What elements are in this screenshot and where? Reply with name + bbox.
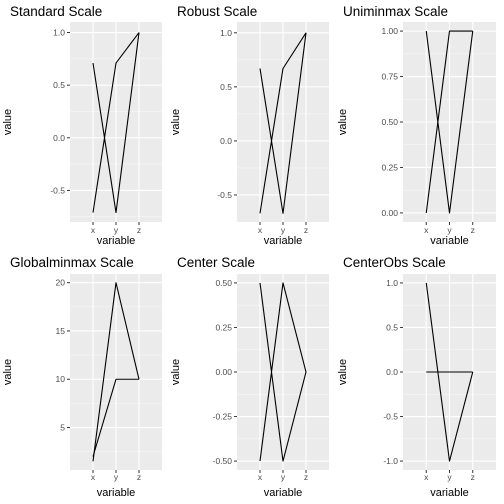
panel-3-y-tick-label: 0.75 (381, 72, 398, 82)
panel-5-title: Center Scale (177, 255, 255, 270)
panel-5-x-axis-label: variable (264, 487, 303, 499)
panel-1-y-tick-label: -0.5 (50, 185, 65, 195)
panel-6-y-tick-label: 0.5 (386, 322, 398, 332)
panel-4-y-tick-label: 15 (56, 326, 66, 336)
panel-3-y-tick-label: 0.00 (381, 208, 398, 218)
panel-1-x-axis-label: variable (97, 235, 136, 247)
panel-6-y-tick-label: 0.0 (386, 367, 398, 377)
panel-4-x-tick-label: y (114, 472, 119, 482)
panel-4-series-line-2 (92, 378, 139, 457)
panel-4-x-tick-label: x (91, 472, 96, 482)
panel-4-y-axis-label: value (2, 359, 14, 385)
panel-5-y-tick-label: 0.25 (215, 322, 232, 332)
panel-5-y-tick-label: 0.50 (215, 278, 232, 288)
panel-1-x-tick-label: x (91, 225, 96, 235)
panel-1: -0.5 0.0 0.5 1.0 x y z Standard Scale variable va… (2, 4, 162, 247)
panel-6-x-axis-label: variable (430, 487, 469, 499)
panel-2-series-line-2 (259, 32, 307, 214)
panel-1-y-tick-label: 0.0 (53, 133, 65, 143)
panel-5-series-line-2 (259, 282, 307, 462)
panel-2: -0.5 0.0 0.5 1.0 x y z Robust Scale variable valu… (170, 4, 329, 247)
panel-5-x-tick-label: y (281, 472, 286, 482)
panel-2-y-tick-label: 0.0 (220, 136, 232, 146)
panel-6-x-tick-label: y (447, 472, 452, 482)
panel-3-title: Uniminmax Scale (343, 4, 448, 19)
panel-4-y-tick-label: 20 (56, 278, 66, 288)
panel-4-x-axis-label: variable (97, 487, 136, 499)
panel-3-x-tick-label: z (471, 225, 475, 235)
panel-1-y-tick-label: 1.0 (53, 28, 65, 38)
panel-4-y-tick-label: 10 (56, 374, 66, 384)
panel-2-y-tick-label: -0.5 (217, 190, 232, 200)
panel-4-x-tick-label: z (137, 472, 141, 482)
panel-6-series-line-1 (425, 282, 474, 462)
panel-5: -0.50 -0.25 0.00 0.25 0.50 x y z Center Scale var… (170, 255, 329, 499)
panel-6: -1.0 -0.5 0.0 0.5 1.0 x y z CenterObs Scale varia… (337, 255, 496, 499)
panel-3-series-line-1 (425, 31, 474, 214)
panel-3-y-tick-label: 0.25 (381, 162, 398, 172)
panel-2-y-tick-label: 1.0 (220, 28, 232, 38)
panel-2-x-tick-label: y (281, 225, 286, 235)
panel-3: 0.00 0.25 0.50 0.75 1.00 x y z Uniminmax Scale va… (337, 4, 496, 247)
panel-2-x-tick-label: x (258, 225, 263, 235)
panel-3-y-axis-label: value (337, 109, 349, 135)
panel-5-y-tick-label: -0.25 (213, 412, 233, 422)
panel-6-x-tick-label: z (471, 472, 475, 482)
panel-6-y-tick-label: -0.5 (383, 412, 398, 422)
panel-5-series-line-1 (259, 282, 307, 462)
panel-2-series-line-1 (259, 32, 307, 214)
panel-2-x-axis-label: variable (264, 235, 303, 247)
panel-4: 5 10 15 20 x y z Globalminmax Scale variable valu… (2, 255, 162, 499)
panel-2-y-tick-label: 0.5 (220, 82, 232, 92)
panel-1-title: Standard Scale (10, 4, 102, 19)
panel-2-x-tick-label: z (304, 225, 308, 235)
panel-1-series-line-1 (92, 32, 140, 214)
panel-6-y-axis-label: value (337, 359, 349, 385)
panel-4-title: Globalminmax Scale (10, 255, 134, 270)
panel-2-title: Robust Scale (177, 4, 257, 19)
panel-1-y-axis-label: value (2, 109, 14, 135)
panel-3-y-tick-label: 1.00 (381, 26, 398, 36)
panel-6-y-tick-label: 1.0 (386, 278, 398, 288)
panel-5-y-tick-label: -0.50 (213, 456, 233, 466)
panel-3-series-line-2 (425, 30, 473, 213)
panel-3-x-tick-label: y (447, 225, 452, 235)
panel-4-series-line-1 (92, 282, 140, 462)
panel-3-x-tick-label: x (424, 225, 429, 235)
panel-2-y-axis-label: value (170, 109, 182, 135)
panel-6-title: CenterObs Scale (343, 255, 446, 270)
panel-3-y-tick-label: 0.50 (381, 117, 398, 127)
panel-1-series-line-2 (92, 32, 140, 213)
panel-4-y-tick-label: 5 (60, 423, 65, 433)
panel-5-y-axis-label: value (170, 359, 182, 385)
panel-3-x-axis-label: variable (430, 235, 469, 247)
panel-6-y-tick-label: -1.0 (383, 456, 398, 466)
panel-5-x-tick-label: x (258, 472, 263, 482)
panel-1-x-tick-label: z (137, 225, 141, 235)
panel-5-x-tick-label: z (304, 472, 308, 482)
panel-5-y-tick-label: 0.00 (215, 367, 232, 377)
panel-1-x-tick-label: y (114, 225, 119, 235)
panel-6-x-tick-label: x (424, 472, 429, 482)
panel-1-y-tick-label: 0.5 (53, 80, 65, 90)
